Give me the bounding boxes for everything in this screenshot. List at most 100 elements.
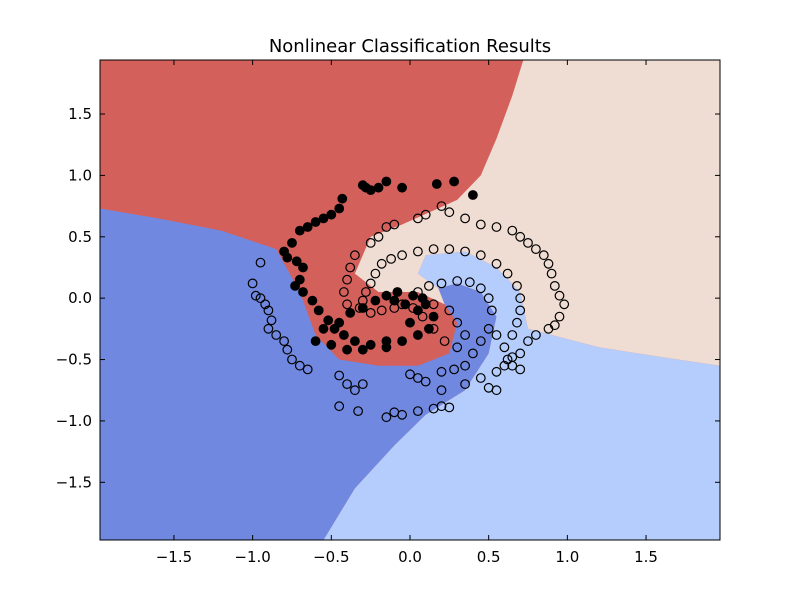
open-data-point [361, 287, 371, 297]
filled-data-point [449, 176, 460, 187]
x-axis-ticks: −1.5 −1.0 −0.5 0.0 0.5 1.0 1.5 [156, 60, 658, 566]
open-data-point [413, 406, 423, 417]
filled-data-point [326, 209, 337, 220]
open-data-point [417, 311, 428, 322]
open-data-point [515, 293, 526, 304]
open-data-point [468, 348, 478, 359]
filled-data-point [350, 336, 360, 347]
open-data-point [507, 330, 518, 340]
open-data-point [559, 299, 570, 310]
open-data-point [342, 274, 353, 285]
open-data-point [287, 354, 297, 365]
filled-data-point [357, 303, 368, 313]
open-data-point [266, 315, 277, 326]
open-data-point [436, 278, 447, 289]
open-data-point [460, 213, 471, 224]
open-data-point [449, 364, 460, 375]
open-data-point [397, 250, 408, 261]
open-data-point [460, 330, 471, 340]
open-data-point [365, 278, 376, 289]
open-data-point [424, 281, 434, 291]
filled-data-point [334, 203, 345, 214]
open-data-point [502, 354, 513, 365]
open-data-point [452, 342, 463, 353]
open-data-point [460, 360, 471, 371]
open-data-point [460, 379, 471, 390]
open-data-point [543, 258, 554, 269]
open-data-point [354, 303, 365, 313]
open-data-point [408, 303, 419, 313]
open-data-point [436, 401, 447, 412]
open-data-point [365, 237, 376, 248]
open-data-point [302, 364, 313, 375]
open-data-point [483, 323, 494, 334]
filled-data-point [417, 293, 428, 304]
x-tick-label: 0.0 [398, 548, 422, 566]
open-data-point [263, 323, 274, 334]
open-data-point [250, 290, 261, 301]
open-data-point [350, 385, 360, 396]
open-data-point [350, 250, 360, 261]
open-data-point [464, 277, 475, 288]
open-data-point [436, 366, 447, 377]
y-tick-label: −1.5 [56, 473, 92, 491]
open-data-point [413, 246, 423, 257]
open-data-point [499, 360, 510, 371]
filled-data-point [365, 339, 376, 350]
open-data-point [345, 262, 356, 273]
y-tick-label: −0.5 [56, 351, 92, 369]
y-tick-label: 1.5 [68, 105, 92, 123]
open-data-point [444, 305, 455, 316]
filled-data-point [389, 295, 400, 306]
open-data-point [549, 281, 560, 291]
filled-data-point [313, 305, 324, 316]
open-data-point [428, 323, 439, 334]
open-data-point [439, 336, 450, 347]
filled-data-point [287, 237, 297, 248]
light-blue-region [323, 251, 720, 540]
open-data-point [538, 250, 549, 261]
open-data-point [491, 330, 502, 340]
open-data-point [420, 209, 431, 220]
open-data-point [279, 336, 290, 347]
filled-data-point [282, 252, 293, 263]
filled-data-point [413, 330, 423, 340]
open-data-point [413, 213, 423, 224]
open-data-point [339, 287, 349, 297]
filled-data-point [468, 190, 478, 200]
open-data-point [294, 360, 305, 371]
filled-data-point [310, 336, 321, 347]
open-data-point [357, 379, 368, 390]
open-data-point [554, 311, 565, 322]
open-data-point [515, 305, 526, 316]
open-data-point [260, 299, 271, 310]
open-data-point [491, 222, 502, 232]
open-data-point [444, 244, 455, 255]
open-data-point [397, 299, 408, 310]
open-data-point [452, 276, 463, 286]
filled-data-point [318, 323, 329, 334]
open-data-point [491, 366, 502, 377]
y-tick-label: 1.0 [68, 166, 92, 184]
open-data-point [405, 369, 415, 380]
data-points [247, 176, 570, 423]
open-data-point [523, 336, 533, 347]
open-data-point [420, 376, 431, 387]
y-axis-ticks: 1.5 1.0 0.5 0.0 −0.5 −1.0 −1.5 [56, 105, 720, 491]
open-data-point [531, 244, 541, 255]
open-data-point [491, 385, 502, 396]
open-data-point [507, 225, 518, 236]
open-data-point [523, 237, 533, 248]
open-data-point [483, 293, 494, 304]
filled-data-point [294, 225, 305, 236]
filled-data-point [381, 336, 392, 347]
open-data-point [486, 305, 497, 316]
x-tick-label: 1.5 [634, 548, 658, 566]
open-data-point [334, 401, 345, 412]
filled-data-point [310, 217, 321, 227]
y-tick-label: −1.0 [56, 412, 92, 430]
open-data-point [376, 258, 387, 269]
open-data-point [475, 219, 486, 230]
open-data-point [512, 317, 522, 328]
